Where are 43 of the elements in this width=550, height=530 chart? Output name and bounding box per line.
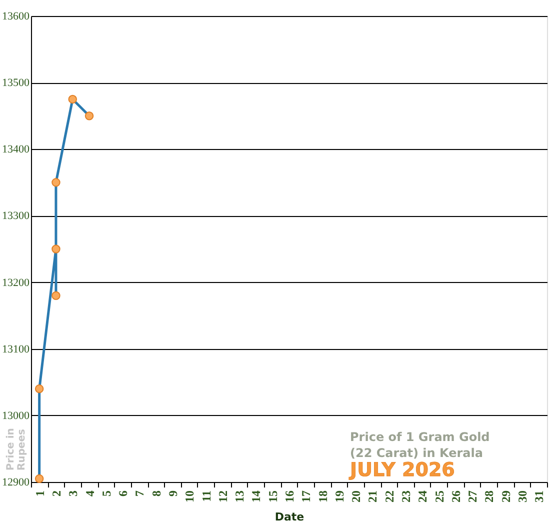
x-tick-label: 11 (199, 490, 214, 502)
x-tick-label: 29 (498, 490, 513, 502)
x-tick-label: 12 (216, 490, 230, 502)
x-axis-title: Date (274, 510, 304, 524)
y-tick-label: 13000 (2, 410, 30, 422)
y-tick-label: 13600 (2, 10, 30, 22)
x-tick-label: 7 (132, 490, 147, 496)
y-axis-title: Price in Rupees (6, 428, 28, 470)
y-tick-label: 13400 (2, 144, 30, 156)
x-tick-label: 8 (149, 490, 164, 496)
x-tick-label: 6 (116, 490, 130, 496)
x-tick-label: 3 (66, 490, 80, 496)
x-tick-label: 30 (516, 490, 530, 502)
x-tick-label: 18 (316, 490, 330, 502)
text: JULY 2026 (348, 459, 455, 481)
x-tick-label: 1 (32, 490, 47, 496)
x-tick-label: 17 (299, 490, 314, 502)
x-tick-label: 20 (349, 490, 364, 502)
x-tick-label: 21 (366, 490, 380, 502)
x-tick-label: 2 (49, 490, 64, 496)
x-tick-label: 22 (382, 490, 396, 502)
y-tick-label: 13300 (2, 210, 30, 222)
x-tick-label: 15 (266, 490, 280, 502)
x-tick-label: 14 (249, 490, 264, 502)
x-tick-label: 25 (432, 490, 446, 502)
x-tick-label: 5 (99, 490, 114, 496)
text: Price of 1 Gram Gold (22 Carat) in Kerala (350, 430, 490, 460)
y-tick-label: 13100 (2, 343, 30, 356)
x-tick-label: 24 (416, 490, 430, 502)
x-tick-label: 16 (282, 490, 296, 502)
y-tick-label: 13200 (2, 276, 30, 289)
y-tick-label: 12900 (2, 476, 30, 488)
x-tick-label: 23 (399, 490, 414, 502)
x-tick-label: 31 (532, 490, 546, 502)
x-tick-label: 26 (448, 490, 463, 502)
x-tick-label: 9 (166, 490, 180, 496)
x-tick-label: 28 (482, 490, 496, 502)
x-tick-label: 13 (232, 490, 247, 502)
x-tick-label: 19 (332, 490, 346, 502)
y-tick-label: 13500 (2, 77, 30, 90)
x-tick-label: 10 (182, 490, 197, 502)
x-tick-label: 27 (466, 490, 480, 502)
x-tick-label: 4 (82, 490, 97, 496)
